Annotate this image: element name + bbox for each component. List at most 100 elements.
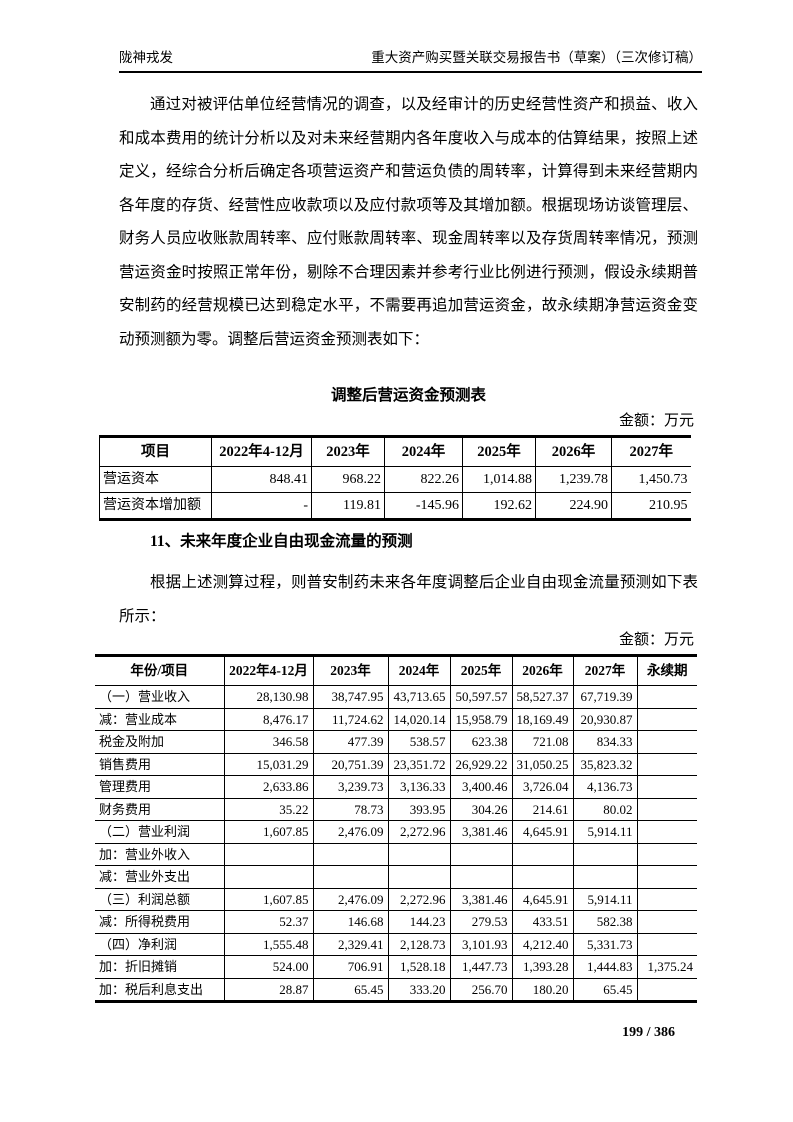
value-cell: 65.45 — [312, 977, 389, 1002]
value-cell: 2,272.96 — [387, 887, 451, 911]
paragraph-working-capital: 通过对被评估单位经营情况的调查，以及经审计的历史经营性资产和损益、收入和成本费用… — [119, 96, 698, 348]
row-label-cell: （三）利润总额 — [95, 887, 225, 911]
value-cell: 333.20 — [387, 977, 451, 1002]
value-cell: 52.37 — [223, 910, 314, 934]
value-cell: 50,597.57 — [449, 685, 513, 709]
value-cell: 144.23 — [387, 910, 451, 934]
table-row: （二）营业利润 1,607.85 2,476.09 2,272.96 3,381.46 4… — [95, 820, 697, 844]
value-cell — [636, 820, 697, 844]
value-cell: 210.95 — [611, 492, 691, 520]
table-row: （一）营业收入 28,130.98 38,747.95 43,713.65 50,597… — [95, 685, 697, 709]
value-cell: 433.51 — [511, 910, 574, 934]
value-cell: 5,914.11 — [572, 820, 638, 844]
table1-title: 调整后营运资金预测表 — [330, 387, 486, 404]
table-row: （三）利润总额 1,607.85 2,476.09 2,272.96 3,381.46 4… — [95, 887, 697, 911]
value-cell: 834.33 — [572, 730, 638, 754]
value-cell: 192.62 — [462, 492, 536, 520]
table-row: 营运资本增加额 -119.81 -145.96 192.62 224.90 210.95 — [99, 492, 691, 520]
value-cell: 2,272.96 — [387, 820, 451, 844]
column-header: 项目 — [99, 436, 212, 467]
value-cell: 4,645.91 — [511, 887, 574, 911]
value-cell: 8,476.17 — [223, 707, 314, 731]
row-label-cell: 减：营业外支出 — [95, 865, 225, 889]
value-cell: 18,169.49 — [511, 707, 574, 731]
value-cell — [312, 842, 389, 866]
working-capital-forecast-table: 项目 2022年4-12月 2023年 2024年 2025年 2026年 2027年 营运资… — [99, 435, 691, 521]
value-cell: 65.45 — [572, 977, 638, 1002]
row-label-cell: 加：营业外收入 — [95, 842, 225, 866]
value-cell: 15,958.79 — [449, 707, 513, 731]
table-row: 减：营业成本 8,476.17 11,724.62 14,020.14 15,958.7… — [95, 707, 697, 731]
value-cell — [636, 842, 697, 866]
value-cell: 146.68 — [312, 910, 389, 934]
value-cell — [223, 842, 314, 866]
table-row: 税金及附加 346.58 477.39 538.57 623.38 721.08 834.3… — [95, 730, 697, 754]
value-cell: 180.20 — [511, 977, 574, 1002]
value-cell: 822.26 — [384, 466, 463, 493]
table-row: 加：营业外收入 — [95, 842, 697, 866]
value-cell — [636, 752, 697, 776]
column-header: 2023年 — [312, 655, 389, 686]
column-header: 2024年 — [387, 655, 451, 686]
value-cell: 1,555.48 — [223, 932, 314, 956]
row-label-cell: （一）营业收入 — [95, 685, 225, 709]
value-cell: 2,329.41 — [312, 932, 389, 956]
value-cell — [636, 707, 697, 731]
value-cell: 23,351.72 — [387, 752, 451, 776]
value-cell: 1,450.73 — [611, 466, 691, 493]
value-cell: 524.00 — [223, 955, 314, 979]
value-cell: 2,476.09 — [312, 820, 389, 844]
value-cell — [636, 865, 697, 889]
value-cell: 15,031.29 — [223, 752, 314, 776]
table-header-row: 项目 2022年4-12月 2023年 2024年 2025年 2026年 2027年 — [99, 436, 691, 467]
value-cell: 4,212.40 — [511, 932, 574, 956]
value-cell: 3,239.73 — [312, 775, 389, 799]
value-cell: 1,444.83 — [572, 955, 638, 979]
value-cell: 119.81 — [311, 492, 385, 520]
table-row: 财务费用 35.22 78.73 393.95 304.26 214.61 80.02 — [95, 797, 697, 821]
value-cell — [636, 932, 697, 956]
value-cell: 28,130.98 — [223, 685, 314, 709]
value-cell — [312, 865, 389, 889]
value-cell — [572, 842, 638, 866]
value-cell — [636, 887, 697, 911]
value-cell — [572, 865, 638, 889]
column-header: 2027年 — [611, 436, 691, 467]
value-cell: 43,713.65 — [387, 685, 451, 709]
value-cell: 3,101.93 — [449, 932, 513, 956]
value-cell: 11,724.62 — [312, 707, 389, 731]
value-cell: 1,607.85 — [223, 887, 314, 911]
table-row: 减：营业外支出 — [95, 865, 697, 889]
value-cell: 304.26 — [449, 797, 513, 821]
row-label-cell: 财务费用 — [95, 797, 225, 821]
value-cell: 2,633.86 — [223, 775, 314, 799]
value-cell — [636, 977, 697, 1002]
value-cell: 58,527.37 — [511, 685, 574, 709]
value-cell — [223, 865, 314, 889]
value-cell: 968.22 — [311, 466, 385, 493]
value-cell: 623.38 — [449, 730, 513, 754]
row-label-cell: 销售费用 — [95, 752, 225, 776]
table-row: 减：所得税费用 52.37 146.68 144.23 279.53 433.51 582.… — [95, 910, 697, 934]
value-cell — [449, 865, 513, 889]
table-row: 管理费用 2,633.86 3,239.73 3,136.33 3,400.46 3,72… — [95, 775, 697, 799]
value-cell: -145.96 — [384, 492, 463, 520]
column-header: 2024年 — [384, 436, 463, 467]
value-cell: 3,381.46 — [449, 887, 513, 911]
column-header: 2022年4-12月 — [211, 436, 312, 467]
column-header: 2025年 — [462, 436, 536, 467]
row-label-cell: 营运资本 — [99, 466, 212, 493]
report-title: 重大资产购买暨关联交易报告书（草案）（三次修订稿） — [371, 50, 702, 65]
column-header: 2027年 — [572, 655, 638, 686]
value-cell: 28.87 — [223, 977, 314, 1002]
value-cell: 1,447.73 — [449, 955, 513, 979]
value-cell: 721.08 — [511, 730, 574, 754]
value-cell: 20,930.87 — [572, 707, 638, 731]
row-label-cell: （二）营业利润 — [95, 820, 225, 844]
column-header: 永续期 — [636, 655, 697, 686]
value-cell: 538.57 — [387, 730, 451, 754]
value-cell: 1,014.88 — [462, 466, 536, 493]
row-label-cell: 营运资本增加额 — [99, 492, 212, 520]
value-cell: 346.58 — [223, 730, 314, 754]
